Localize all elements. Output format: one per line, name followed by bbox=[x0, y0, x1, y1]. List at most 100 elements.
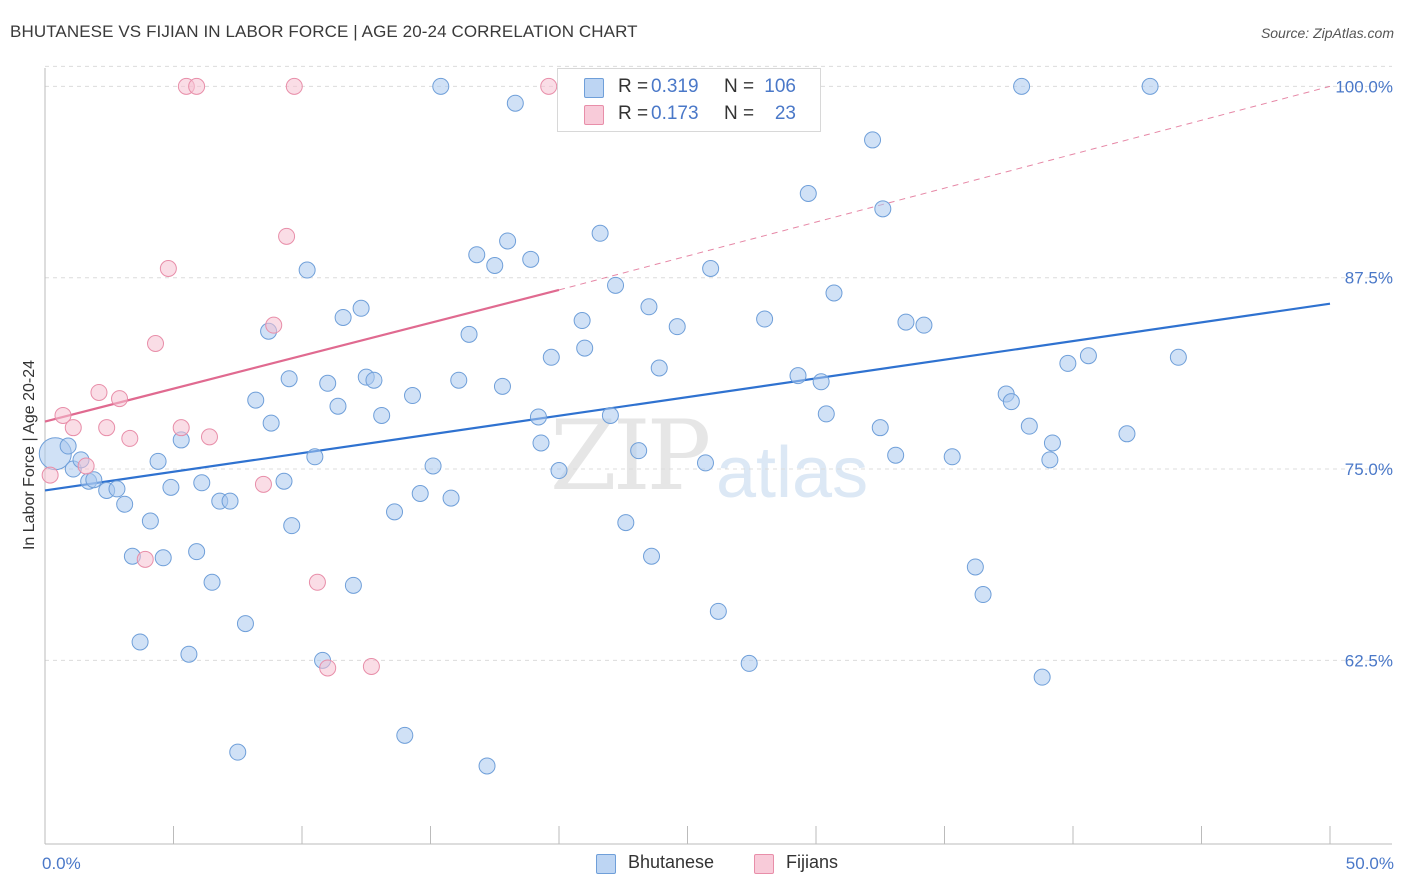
point-bhutanese bbox=[334, 308, 352, 326]
point-bhutanese bbox=[650, 359, 668, 377]
y-tick-label: 100.0% bbox=[1335, 77, 1393, 96]
point-bhutanese bbox=[756, 310, 774, 328]
legend-row-fijians: R = 0.173 N = 23 bbox=[558, 101, 820, 127]
legend-r-value-fijians: 0.173 bbox=[651, 103, 699, 124]
point-bhutanese bbox=[468, 246, 486, 264]
bottom-legend-label-fijians: Fijians bbox=[786, 852, 839, 872]
point-bhutanese bbox=[630, 442, 648, 460]
point-bhutanese bbox=[236, 615, 254, 633]
point-fijians bbox=[172, 419, 190, 437]
legend-r-value-bhutanese: 0.319 bbox=[651, 76, 699, 97]
trend-line-bhutanese bbox=[44, 302, 1331, 492]
point-bhutanese bbox=[529, 408, 547, 426]
legend-n-value-bhutanese: 106 bbox=[764, 76, 796, 97]
point-bhutanese bbox=[154, 549, 172, 567]
point-bhutanese bbox=[373, 406, 391, 424]
point-bhutanese bbox=[1118, 425, 1136, 443]
point-bhutanese bbox=[141, 512, 159, 530]
point-bhutanese bbox=[247, 391, 265, 409]
point-bhutanese bbox=[275, 472, 293, 490]
point-bhutanese bbox=[193, 474, 211, 492]
point-bhutanese bbox=[643, 547, 661, 565]
point-bhutanese bbox=[550, 462, 568, 480]
point-bhutanese bbox=[871, 419, 889, 437]
x-tick-label: 0.0% bbox=[42, 854, 81, 873]
point-bhutanese bbox=[591, 224, 609, 242]
point-bhutanese bbox=[229, 743, 247, 761]
point-bhutanese bbox=[709, 602, 727, 620]
point-bhutanese bbox=[874, 200, 892, 218]
point-bhutanese bbox=[702, 260, 720, 278]
bottom-legend-label-bhutanese: Bhutanese bbox=[628, 852, 715, 872]
point-bhutanese bbox=[442, 489, 460, 507]
point-fijians bbox=[285, 77, 303, 95]
legend-swatch-fijians bbox=[584, 105, 604, 125]
x-tick-label: 50.0% bbox=[1346, 854, 1394, 873]
point-bhutanese bbox=[897, 313, 915, 331]
point-bhutanese bbox=[411, 484, 429, 502]
y-tick-label: 62.5% bbox=[1345, 651, 1393, 670]
point-bhutanese bbox=[601, 406, 619, 424]
point-bhutanese bbox=[1043, 434, 1061, 452]
point-bhutanese bbox=[1141, 77, 1159, 95]
point-bhutanese bbox=[486, 256, 504, 274]
legend-r-label: R = bbox=[618, 103, 649, 124]
point-fijians bbox=[319, 659, 337, 677]
point-fijians bbox=[147, 335, 165, 353]
point-bhutanese bbox=[640, 298, 658, 316]
point-fijians bbox=[188, 77, 206, 95]
point-bhutanese bbox=[812, 373, 830, 391]
point-bhutanese bbox=[1020, 417, 1038, 435]
point-bhutanese bbox=[1002, 393, 1020, 411]
point-bhutanese bbox=[799, 185, 817, 203]
point-bhutanese bbox=[396, 726, 414, 744]
point-bhutanese bbox=[319, 374, 337, 392]
point-fijians bbox=[265, 316, 283, 334]
trend-line-fijians-extension bbox=[558, 85, 1331, 291]
trend-line-fijians bbox=[44, 288, 560, 423]
point-bhutanese bbox=[108, 480, 126, 498]
point-bhutanese bbox=[203, 573, 221, 591]
point-fijians bbox=[41, 466, 59, 484]
y-tick-label: 87.5% bbox=[1345, 269, 1393, 288]
point-bhutanese bbox=[478, 757, 496, 775]
point-bhutanese bbox=[617, 514, 635, 532]
point-bhutanese bbox=[306, 448, 324, 466]
point-fijians bbox=[254, 475, 272, 493]
point-bhutanese bbox=[329, 397, 347, 415]
point-bhutanese bbox=[1041, 451, 1059, 469]
point-fijians bbox=[278, 227, 296, 245]
point-bhutanese bbox=[262, 414, 280, 432]
legend-swatch-bhutanese bbox=[584, 78, 604, 98]
point-bhutanese bbox=[344, 576, 362, 594]
point-bhutanese bbox=[887, 446, 905, 464]
source-credit: Source: ZipAtlas.com bbox=[1260, 25, 1394, 41]
point-bhutanese bbox=[696, 454, 714, 472]
point-bhutanese bbox=[298, 261, 316, 279]
point-bhutanese bbox=[162, 478, 180, 496]
point-bhutanese bbox=[817, 405, 835, 423]
point-bhutanese bbox=[607, 276, 625, 294]
legend-r-label: R = bbox=[618, 76, 649, 97]
bottom-legend-swatch-bhutanese bbox=[596, 854, 616, 874]
point-bhutanese bbox=[149, 452, 167, 470]
point-bhutanese bbox=[576, 339, 594, 357]
tick-labels: 62.5% 75.0% 87.5% 100.0% 0.0% 50.0% bbox=[42, 77, 1394, 873]
point-bhutanese bbox=[283, 517, 301, 535]
point-bhutanese bbox=[221, 492, 239, 510]
trend-lines bbox=[44, 85, 1331, 492]
point-bhutanese bbox=[1013, 77, 1031, 95]
point-fijians bbox=[77, 457, 95, 475]
point-bhutanese bbox=[1079, 347, 1097, 365]
point-fijians bbox=[159, 260, 177, 278]
point-bhutanese bbox=[460, 325, 478, 343]
point-bhutanese bbox=[493, 377, 511, 395]
point-bhutanese bbox=[188, 543, 206, 561]
axes bbox=[44, 68, 1392, 845]
point-bhutanese bbox=[864, 131, 882, 149]
gridlines bbox=[45, 65, 1392, 661]
point-bhutanese bbox=[365, 371, 383, 389]
point-bhutanese bbox=[532, 434, 550, 452]
point-bhutanese bbox=[974, 586, 992, 604]
point-bhutanese bbox=[450, 371, 468, 389]
